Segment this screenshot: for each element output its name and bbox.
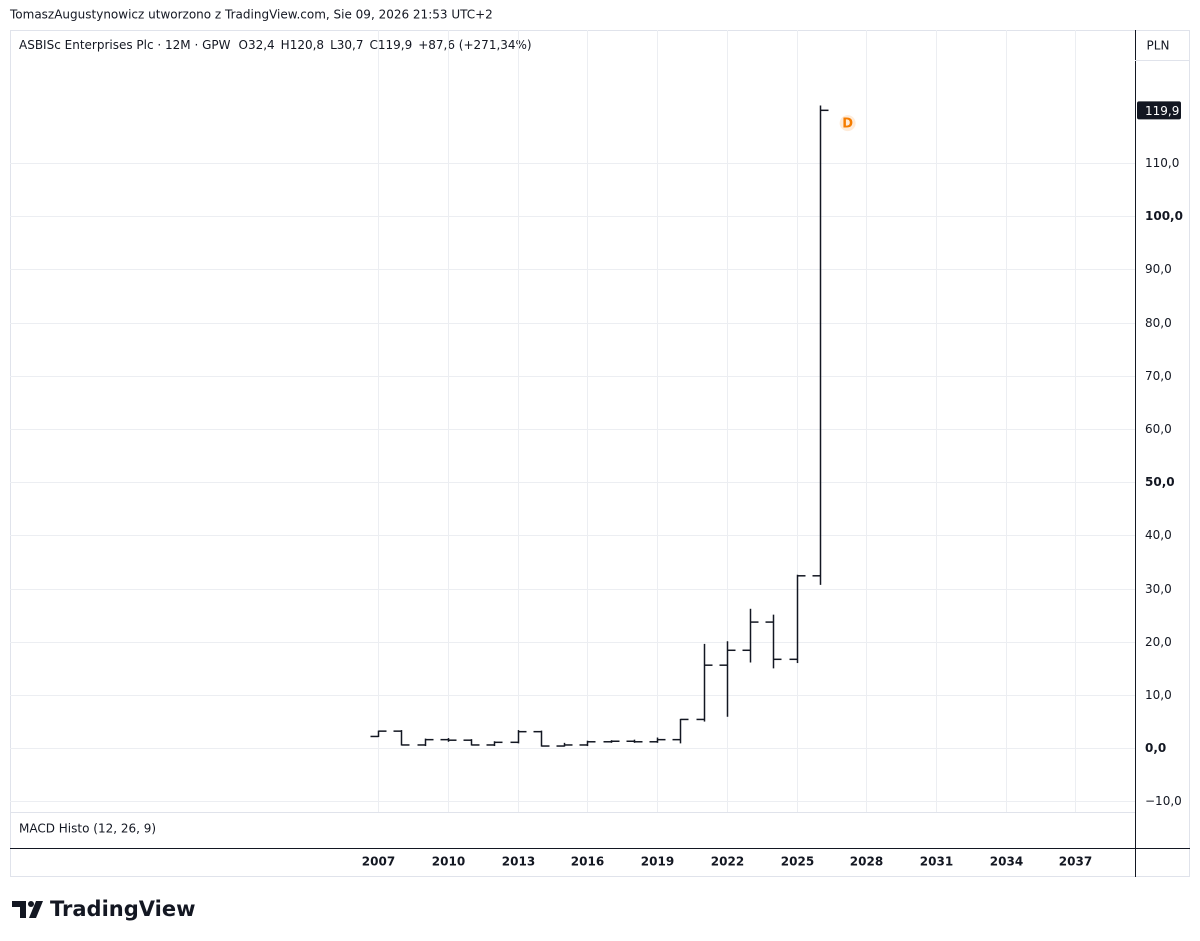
legend-key: O: [239, 38, 248, 52]
brand-logo: TradingView: [12, 897, 195, 921]
y-tick-label: 0,0: [1145, 741, 1166, 755]
y-tick-label: 100,0: [1145, 209, 1183, 223]
last-price-label: 119,9: [1145, 104, 1179, 118]
y-tick-label: 20,0: [1145, 635, 1172, 649]
event-marker: [839, 115, 856, 132]
legend-title: ASBISc Enterprises Plc · 12M · GPW: [19, 38, 231, 52]
x-tick-label: 2025: [781, 855, 814, 869]
y-tick-label: 40,0: [1145, 528, 1172, 542]
currency: PLN: [1147, 39, 1170, 53]
x-tick-label: 2013: [502, 855, 535, 869]
y-tick-label: 80,0: [1145, 316, 1172, 330]
x-tick-label: 2016: [571, 855, 604, 869]
legend-text: ASBISc Enterprises Plc · 12M · GPW O32,4 H…: [19, 38, 532, 52]
legend-value: 120,8: [290, 38, 324, 52]
x-tick-label: 2007: [362, 855, 395, 869]
x-tick-label: 2037: [1059, 855, 1092, 869]
legend-value: 32,4: [248, 38, 275, 52]
y-tick-label: 50,0: [1145, 475, 1175, 489]
y-tick-label: 70,0: [1145, 369, 1172, 383]
y-tick-label: 30,0: [1145, 582, 1172, 596]
chart-frame: [10, 30, 1190, 877]
y-tick-label: −10,0: [1145, 794, 1182, 808]
x-tick-label: 2034: [990, 855, 1023, 869]
last-price-box: [1137, 101, 1181, 120]
x-tick-label: 2028: [850, 855, 883, 869]
y-tick-label: 90,0: [1145, 262, 1172, 276]
legend-key: L: [330, 38, 337, 52]
event-marker-label: D: [842, 117, 853, 132]
legend-value: 119,9: [378, 38, 412, 52]
legend-value: 30,7: [337, 38, 364, 52]
indicator-label: MACD Histo (12, 26, 9): [19, 822, 156, 836]
x-tick-label: 2022: [711, 855, 744, 869]
legend-change: +87,6 (+271,34%): [418, 38, 531, 52]
brand: TradingView: [50, 897, 195, 921]
x-tick-label: 2010: [432, 855, 465, 869]
legend: ASBISc Enterprises Plc · 12M · GPW O32,4 H…: [19, 38, 532, 52]
y-tick-label: 110,0: [1145, 156, 1179, 170]
y-tick-label: 60,0: [1145, 422, 1172, 436]
legend-key: C: [369, 38, 377, 52]
x-tick-label: 2019: [641, 855, 674, 869]
x-tick-label: 2031: [920, 855, 953, 869]
legend-key: H: [281, 38, 290, 52]
y-tick-label: 10,0: [1145, 688, 1172, 702]
header-text: TomaszAugustynowicz utworzono z TradingV…: [9, 8, 493, 22]
